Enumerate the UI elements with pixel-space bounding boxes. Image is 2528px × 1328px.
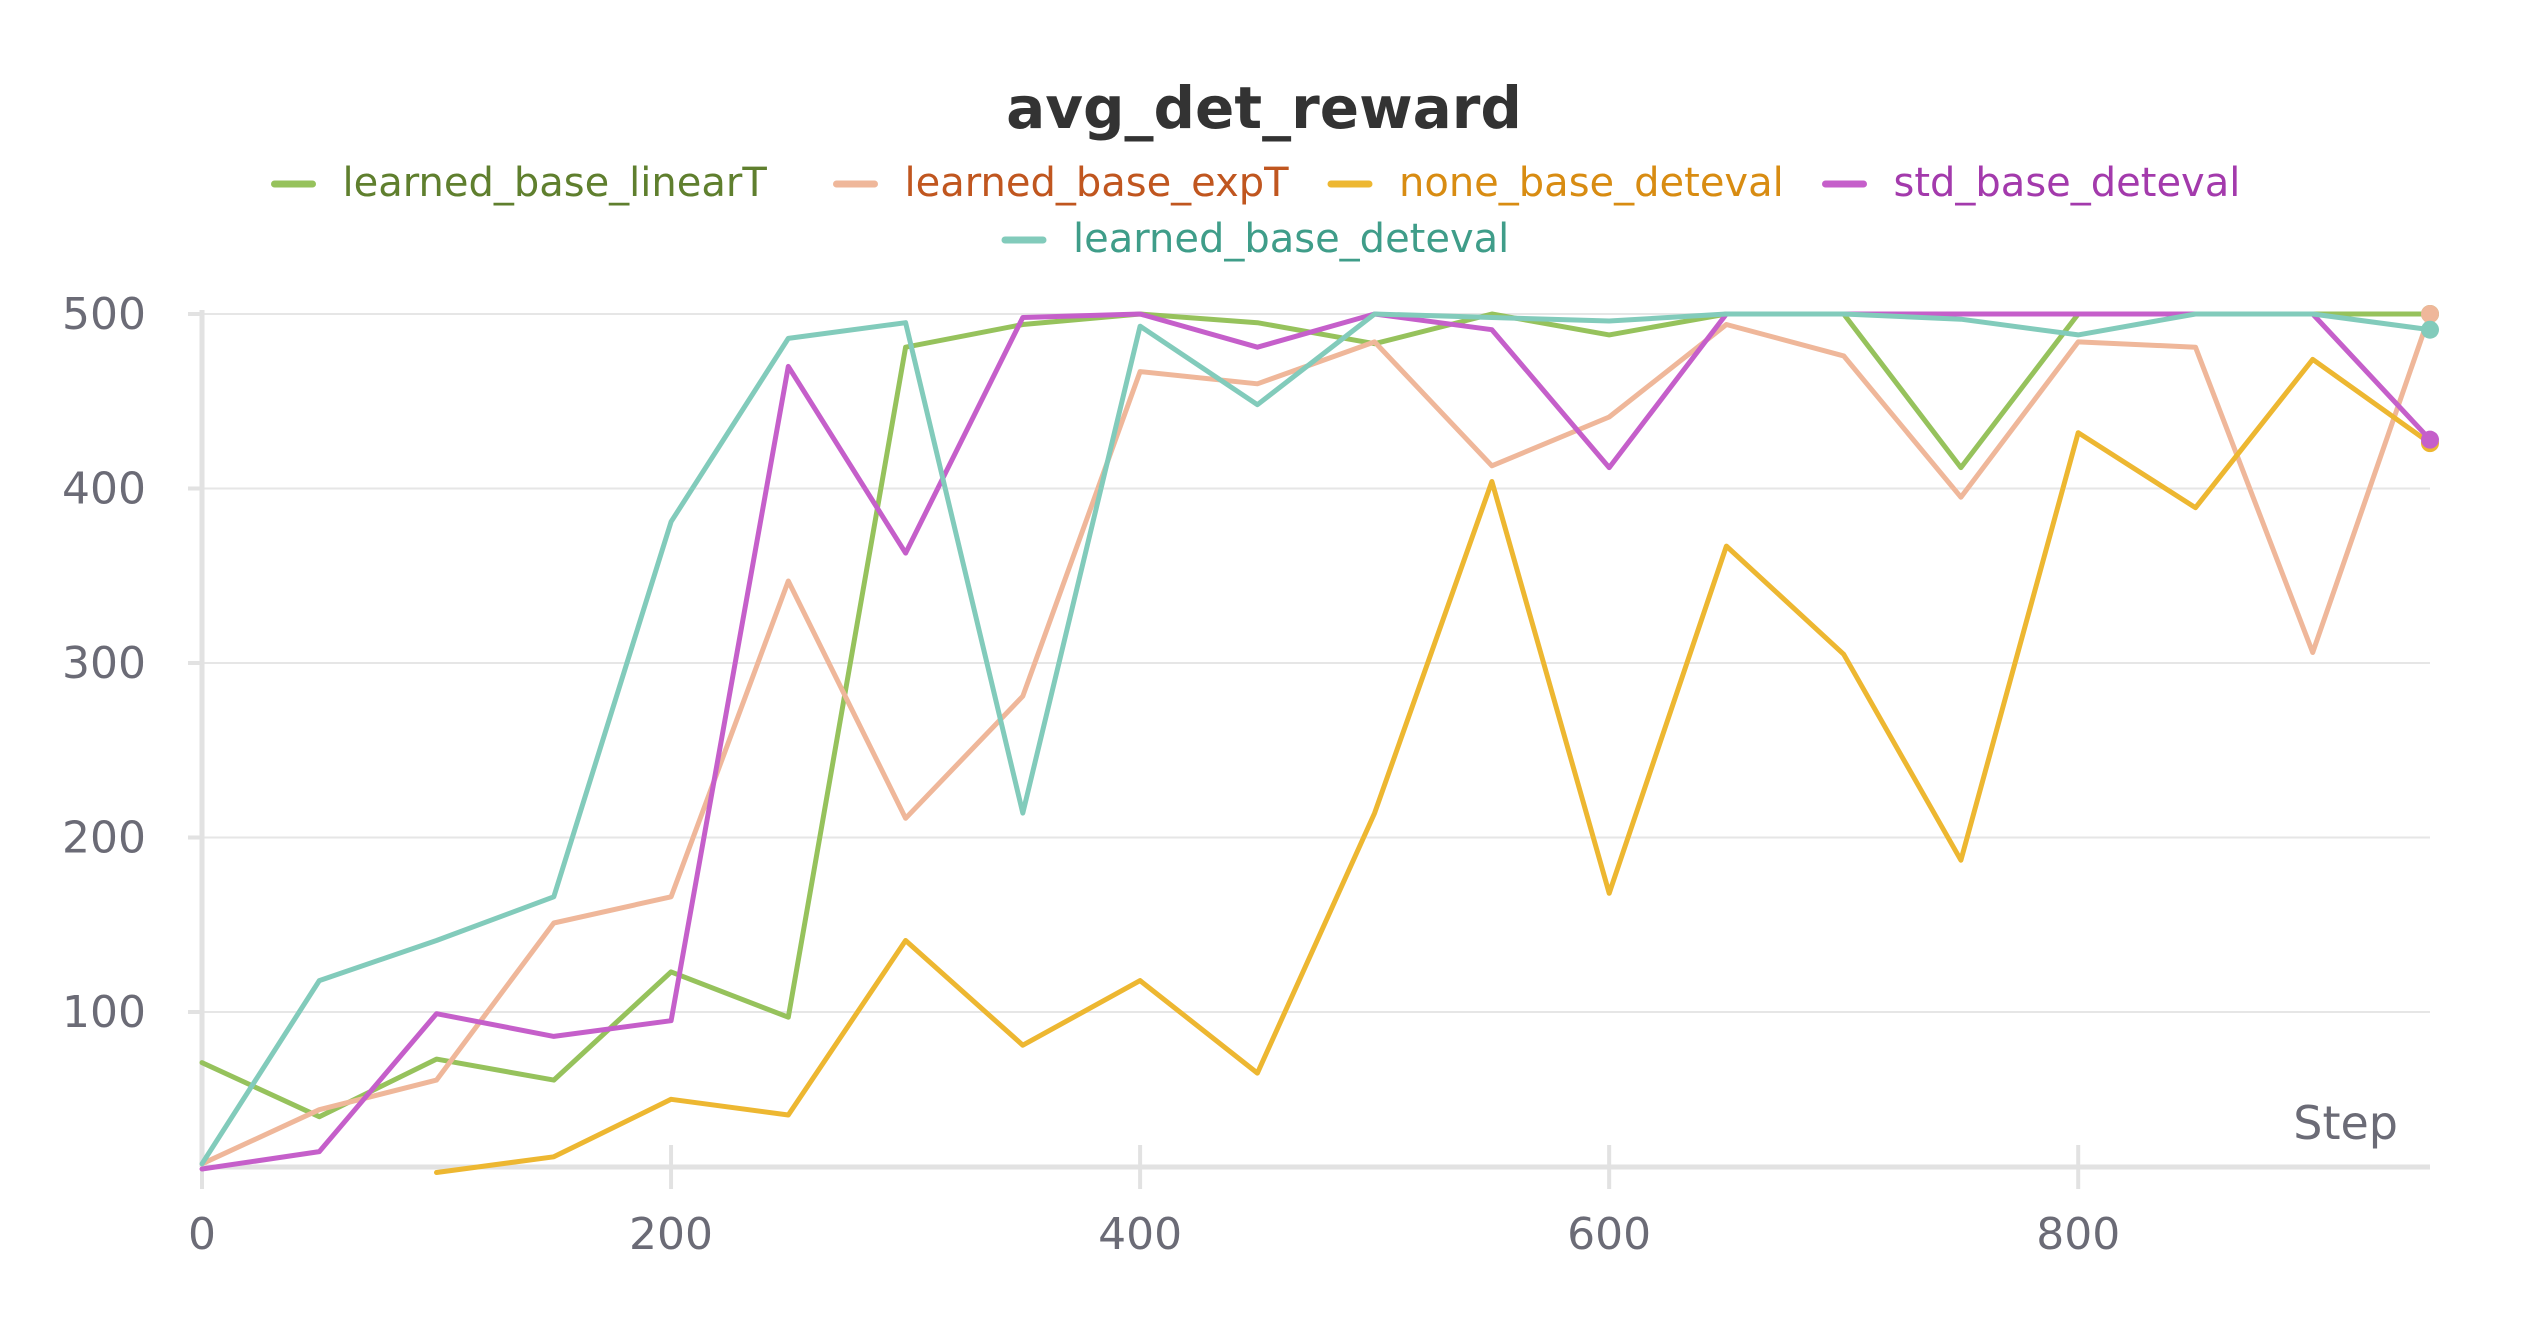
x-tick-label: 800 <box>2036 1209 2120 1260</box>
series-line-std-base-deteval <box>199 311 2433 1172</box>
legend-label-learned-base-linearT[interactable]: learned_base_linearT <box>343 160 768 206</box>
series-end-point-learned-base-expT <box>2421 305 2439 323</box>
series-line-learned-base-deteval <box>199 311 2433 1167</box>
grid: 100 200 300 400 500 <box>62 289 2430 1038</box>
x-tick-label: 200 <box>629 1209 713 1260</box>
legend: learned_base_linearT learned_base_expT non… <box>271 160 2241 262</box>
axes: 0 200 400 600 800 <box>188 310 2430 1260</box>
chart-title: avg_det_reward <box>1006 74 1522 142</box>
x-tick-label: 400 <box>1098 1209 1182 1260</box>
series-end-point-std-base-deteval <box>2421 430 2439 449</box>
legend-label-learned-base-expT[interactable]: learned_base_expT <box>905 160 1290 206</box>
x-axis-label: Step <box>2293 1096 2398 1150</box>
series-group <box>199 305 2439 1175</box>
legend-label-none-base-deteval[interactable]: none_base_deteval <box>1399 160 1784 206</box>
y-tick-label: 300 <box>62 638 146 689</box>
legend-label-learned-base-deteval[interactable]: learned_base_deteval <box>1073 216 1509 262</box>
series-end-point-learned-base-deteval <box>2421 320 2439 339</box>
y-tick-label: 200 <box>62 813 146 864</box>
legend-label-std-base-deteval[interactable]: std_base_deteval <box>1894 160 2241 206</box>
x-tick-label: 0 <box>188 1209 216 1260</box>
series-line-learned-base-linearT <box>199 311 2433 1120</box>
x-tick-label: 600 <box>1567 1209 1651 1260</box>
series-line-learned-base-expT <box>199 311 2433 1167</box>
y-tick-label: 400 <box>62 464 146 515</box>
series-line-none-base-deteval <box>434 356 2433 1175</box>
y-tick-label: 100 <box>62 987 146 1038</box>
y-tick-label: 500 <box>62 289 146 340</box>
